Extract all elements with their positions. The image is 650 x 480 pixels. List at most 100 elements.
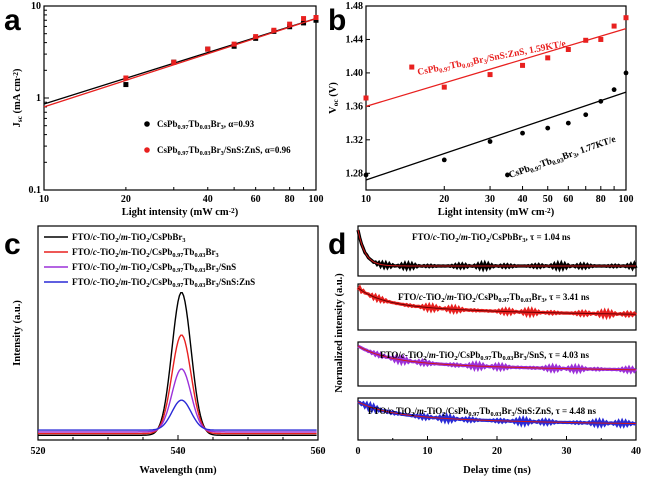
data-point-b bbox=[441, 84, 447, 90]
pl-spectrum-line bbox=[38, 399, 317, 431]
data-point-b bbox=[611, 23, 617, 29]
data-point-a bbox=[313, 17, 319, 23]
data-point-b bbox=[505, 172, 510, 178]
panel-letter-a: a bbox=[4, 4, 21, 37]
decay-fit-line bbox=[357, 401, 637, 425]
data-point-a bbox=[313, 14, 319, 20]
x-tick-label-d: 40 bbox=[631, 446, 641, 457]
data-point-b bbox=[598, 36, 604, 42]
y-axis-label-d: Normalized intensity (a.u.) bbox=[334, 273, 345, 393]
series-annotation-b: CsPb0.97Tb0.03Br3, 1.77KT/e bbox=[508, 135, 618, 182]
data-point-b bbox=[520, 62, 526, 68]
data-point-b bbox=[487, 139, 493, 144]
y-tick-label-a: 10 bbox=[31, 1, 41, 12]
x-tick-label-b: 60 bbox=[563, 194, 573, 205]
x-tick-label-d: 30 bbox=[562, 446, 572, 457]
subplot-frame-d bbox=[357, 283, 637, 331]
decay-fit-line bbox=[357, 345, 637, 371]
x-axis-label-b: Light intensity (mW cm-2) bbox=[438, 206, 555, 218]
pl-spectrum-line bbox=[38, 292, 317, 436]
data-point-b bbox=[598, 98, 604, 104]
y-tick-label-b: 1.28 bbox=[346, 168, 364, 179]
legend-label-c: FTO/c-TiO2/m-TiO2/CsPb0.97Tb0.03Br3/SnS bbox=[72, 262, 236, 274]
panel-a-jsc-chart: 10 20 40 60 80 100 0.1 1 10 Light intensity (mW c… bbox=[11, 1, 324, 218]
data-point-b bbox=[363, 172, 369, 178]
x-tick-label-c: 520 bbox=[31, 446, 46, 457]
decay-fit-line bbox=[357, 287, 636, 315]
data-point-b bbox=[623, 15, 629, 21]
data-point-b bbox=[623, 70, 629, 76]
x-axis-label-d: Delay time (ns) bbox=[463, 465, 531, 476]
panel-letter-c: c bbox=[4, 228, 21, 261]
data-point-b bbox=[611, 87, 617, 93]
x-tick-label-a: 40 bbox=[203, 194, 213, 205]
y-tick-label-b: 1.40 bbox=[346, 68, 364, 79]
y-tick-label-b: 1.48 bbox=[346, 1, 364, 12]
y-tick-label-b: 1.44 bbox=[346, 34, 364, 45]
pl-spectrum-line bbox=[38, 334, 317, 435]
data-point-a bbox=[171, 59, 177, 65]
panel-letter-d: d bbox=[328, 228, 346, 261]
x-tick-label-a: 100 bbox=[309, 194, 324, 205]
x-tick-label-b: 20 bbox=[439, 194, 449, 205]
data-point-a bbox=[205, 46, 211, 52]
legend-label-c: FTO/c-TiO2/m-TiO2/CsPbBr3 bbox=[72, 232, 186, 244]
y-tick-label-b: 1.32 bbox=[346, 135, 364, 146]
data-point-a bbox=[287, 21, 293, 27]
data-point-b bbox=[520, 130, 525, 136]
x-tick-label-b: 100 bbox=[619, 194, 634, 205]
x-tick-label-a: 80 bbox=[285, 194, 295, 205]
data-point-a bbox=[123, 75, 129, 81]
data-point-b bbox=[565, 46, 571, 52]
data-point-a bbox=[271, 27, 277, 33]
fit-line-b bbox=[365, 91, 627, 181]
data-point-b bbox=[545, 55, 551, 61]
y-axis-label-b: Voc (V) bbox=[328, 82, 340, 114]
x-tick-label-c: 540 bbox=[171, 446, 186, 457]
y-tick-label-a: 0.1 bbox=[29, 185, 42, 196]
x-tick-label-d: 0 bbox=[356, 446, 361, 457]
decay-fit-line bbox=[357, 229, 636, 267]
legend-label-a: CsPb0.97Tb0.03Br3, α=0.93 bbox=[157, 119, 255, 131]
subplot-label-d: FTO/c-TiO2/m-TiO2/CsPb0.97Tb0.03Br3/SnS,… bbox=[380, 350, 589, 362]
legend-label-c: FTO/c-TiO2/m-TiO2/CsPb0.97Tb0.03Br3/SnS:… bbox=[72, 277, 255, 289]
data-point-a bbox=[123, 82, 129, 88]
legend-label-c: FTO/c-TiO2/m-TiO2/CsPb0.97Tb0.03Br3 bbox=[72, 247, 219, 259]
y-axis-label-a: Jsc (mA cm-2) bbox=[11, 68, 24, 127]
data-point-b bbox=[583, 37, 589, 43]
legend-marker-a bbox=[144, 147, 150, 153]
subplot-label-d: FTO/c-TiO2/m-TiO2/CsPbBr3, τ = 1.04 ns bbox=[412, 232, 571, 244]
x-tick-label-b: 80 bbox=[596, 194, 606, 205]
subplot-frame-d bbox=[357, 341, 637, 387]
x-tick-label-b: 10 bbox=[361, 194, 371, 205]
subplot-label-d: FTO/c-TiO2/m-TiO2/CsPb0.97Tb0.03Br3, τ =… bbox=[398, 292, 590, 304]
data-point-a bbox=[253, 34, 259, 40]
fit-line-a bbox=[43, 17, 317, 108]
data-point-b bbox=[409, 64, 415, 70]
panel-b-voc-chart: 10 20 30 40 50 60 80 100 1.28 1.32 1.36 1.40 1.44 1.4… bbox=[328, 1, 634, 218]
x-tick-label-a: 20 bbox=[121, 194, 131, 205]
data-point-b bbox=[487, 72, 493, 78]
data-point-b bbox=[583, 112, 589, 118]
panel-letter-b: b bbox=[328, 4, 346, 37]
data-point-b bbox=[545, 125, 551, 131]
data-point-a bbox=[301, 16, 307, 22]
x-tick-label-b: 40 bbox=[518, 194, 528, 205]
pl-spectrum-line bbox=[38, 368, 317, 433]
data-point-a bbox=[231, 41, 237, 47]
y-tick-label-b: 1.36 bbox=[346, 101, 364, 112]
legend-marker-a bbox=[144, 121, 150, 127]
plot-frame-b bbox=[365, 5, 627, 191]
x-tick-label-c: 560 bbox=[311, 446, 326, 457]
panel-d-trpl-chart: FTO/c-TiO2/m-TiO2/CsPbBr3, τ = 1.04 ns FT… bbox=[334, 225, 641, 476]
x-tick-label-a: 10 bbox=[39, 194, 49, 205]
subplot-label-d: FTO/c-TiO2/m-TiO2/CsPb0.97Tb0.03Br3/SnS:… bbox=[368, 406, 596, 418]
x-tick-label-a: 60 bbox=[251, 194, 261, 205]
y-tick-label-a: 1 bbox=[36, 93, 41, 104]
x-tick-label-d: 20 bbox=[492, 446, 502, 457]
x-tick-label-d: 10 bbox=[423, 446, 433, 457]
data-point-b bbox=[363, 95, 369, 101]
x-tick-label-b: 50 bbox=[543, 194, 553, 205]
subplot-frame-d bbox=[357, 225, 637, 277]
